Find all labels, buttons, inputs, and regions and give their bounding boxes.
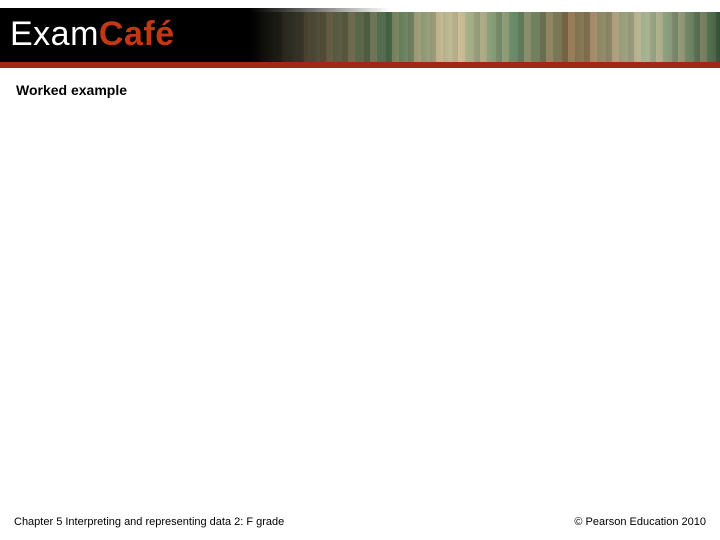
footer: Chapter 5 Interpreting and representing …	[0, 504, 720, 540]
footer-chapter: Chapter 5 Interpreting and representing …	[14, 516, 284, 528]
accent-bar	[0, 62, 720, 68]
slide: ExamCafé Worked example Chapter 5 Interp…	[0, 0, 720, 540]
logo-part-exam: Exam	[10, 15, 99, 53]
logo-part-cafe: Café	[99, 15, 175, 53]
footer-copyright: © Pearson Education 2010	[574, 516, 706, 528]
header-banner: ExamCafé	[0, 0, 720, 68]
page-heading: Worked example	[16, 82, 127, 98]
brand-logo: ExamCafé	[10, 15, 175, 54]
